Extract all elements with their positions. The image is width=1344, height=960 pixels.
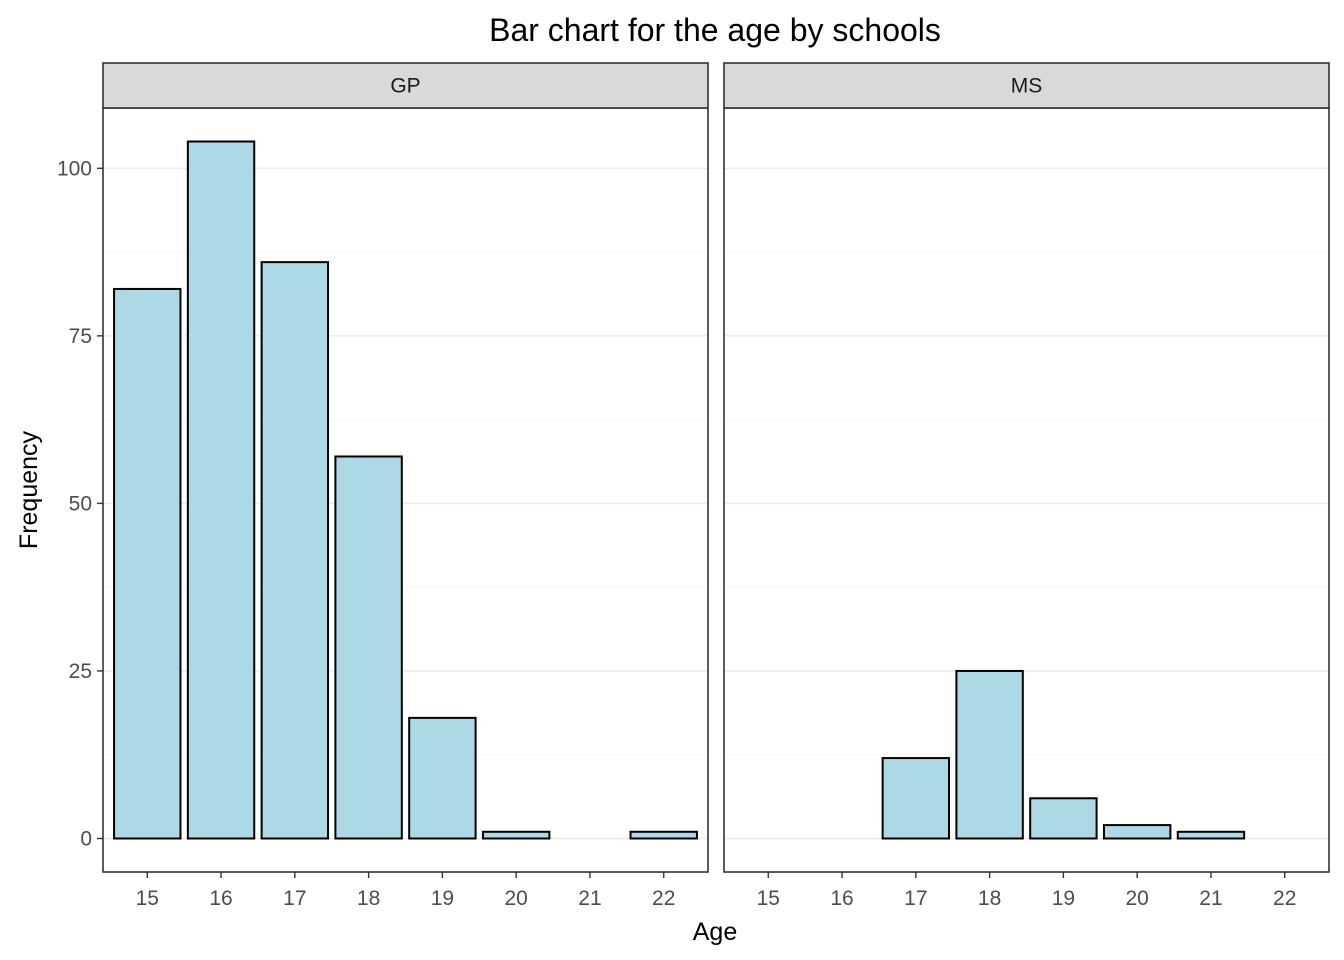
bar-gp-age-18 [334,455,403,840]
bar-gp-age-22 [629,830,698,840]
y-tick-label: 0 [80,827,92,850]
bar-ms-age-20 [1102,824,1172,840]
x-tick-label: 17 [904,887,927,910]
bar-ms-age-17 [881,757,951,840]
x-tick-label: 22 [1273,887,1296,910]
x-axis-title: Age [693,918,737,946]
x-tick-label: 16 [209,887,232,910]
x-tick-label: 20 [1125,887,1148,910]
y-tick-label: 75 [69,325,92,348]
y-axis-title: Frequency [15,430,43,549]
x-tick-label: 18 [357,887,380,910]
y-tick-label: 25 [69,660,92,683]
panel-background [724,108,1329,872]
facet-panel-gp: GP 15 16 17 18 19 20 21 22 0 25 50 75 100 [57,62,709,910]
y-tick-label: 50 [69,492,92,515]
facet-strip-label: MS [1011,75,1043,98]
bar-gp-age-20 [481,830,551,840]
x-tick-label: 15 [136,887,159,910]
facet-panel-ms: MS 15 16 17 18 19 20 21 22 [723,62,1330,910]
bar-gp-age-17 [260,261,330,840]
x-tick-label: 18 [978,887,1001,910]
bar-ms-age-21 [1176,830,1246,840]
facet-strip [102,62,709,109]
bar-gp-age-19 [408,716,477,840]
facet-strip [723,62,1330,109]
chart-title: Bar chart for the age by schools [489,12,941,48]
x-tick-label: 21 [1199,887,1222,910]
bar-gp-age-15 [113,287,182,840]
x-tick-label: 15 [757,887,780,910]
bar-gp-age-16 [186,140,256,840]
x-tick-label: 16 [830,887,853,910]
y-tick-label: 100 [57,157,92,180]
x-tick-label: 21 [578,887,601,910]
bar-ms-age-18 [955,669,1024,840]
x-tick-label: 19 [1052,887,1075,910]
x-tick-label: 22 [652,887,675,910]
x-tick-label: 20 [504,887,527,910]
facet-strip-label: GP [390,75,420,98]
bar-ms-age-19 [1029,797,1098,840]
x-tick-label: 19 [431,887,454,910]
x-tick-label: 17 [283,887,306,910]
